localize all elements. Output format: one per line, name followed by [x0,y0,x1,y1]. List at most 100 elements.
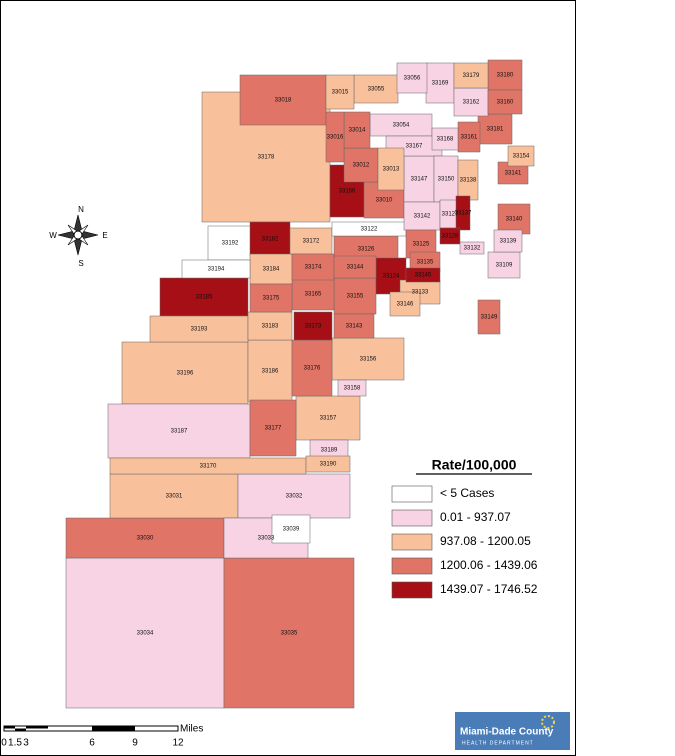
zip-label: 33031 [166,494,183,500]
legend-label: 0.01 - 937.07 [440,510,511,524]
zip-area [325,111,345,163]
zip-area [405,267,441,283]
zip-label: 33142 [414,214,431,220]
legend: Rate/100,000 < 5 Cases 0.01 - 937.07 937.0… [391,457,538,599]
compass: N S E W [49,205,107,268]
zip-label: 33167 [406,144,423,150]
zip-label: 33109 [496,263,513,269]
zip-area [459,241,485,255]
scale-tick-label: 9 [132,738,138,749]
zip-label: 33138 [460,178,477,184]
zip-area [343,147,379,183]
logo-sun [541,715,555,729]
zip-label: 33039 [283,527,300,533]
zip-area [247,339,293,403]
zip-label: 33187 [171,429,188,435]
legend-label: 937.08 - 1200.05 [440,534,531,548]
zip-area [149,315,249,343]
zip-label: 33182 [262,237,279,243]
logo-box [455,712,570,750]
zip-label: 33135 [417,260,434,266]
zip-area [249,283,293,313]
zip-area [477,113,513,145]
zip-label: 33156 [360,357,377,363]
zip-label: 33127 [442,212,459,218]
zip-area [249,221,291,257]
zip-area [325,74,355,110]
zip-area [247,311,293,341]
zip-label: 33196 [177,371,194,377]
compass-n: N [78,205,84,214]
zip-label: 33137 [455,211,472,217]
compass-center [73,230,83,240]
zip-label: 33180 [497,73,514,79]
zip-label: 33179 [463,73,480,79]
zip-area [291,277,335,311]
zip-label: 33122 [361,227,378,233]
zip-area [289,227,333,255]
logo-department: HEALTH DEPARTMENT [462,740,534,746]
zip-area [507,145,535,167]
zip-area [487,251,521,279]
scale-bar: Miles 0 1.5 3 6 9 12 [1,724,203,749]
legend-swatch [391,509,433,527]
zip-label: 33172 [303,239,320,245]
zip-area [453,62,489,89]
zip-label: 33054 [393,123,410,129]
zip-label: 33033 [258,536,275,542]
zip-label: 33147 [411,177,428,183]
zip-area [305,455,351,473]
zip-label: 33185 [196,295,213,301]
zip-label: 33170 [200,464,217,470]
zip-label: 33126 [358,247,375,253]
zip-label: 33166 [339,189,356,195]
compass-s: S [78,259,83,268]
zip-area [239,74,327,126]
scale-ticks: 0 1.5 3 6 9 12 [1,738,184,749]
zip-area [403,201,441,231]
zip-label: 33154 [513,154,530,160]
zip-label: 33174 [305,265,322,271]
zip-area [396,62,428,94]
zip-area [389,291,421,317]
scale-tick-label: 12 [172,738,184,749]
zip-area [377,147,405,191]
zip-area [487,89,523,115]
zip-label: 33143 [346,324,363,330]
zip-area [121,341,249,405]
zip-area [333,313,375,339]
zip-label: 33160 [497,100,514,106]
zip-label: 33175 [263,296,280,302]
zip-area [207,225,253,261]
zip-label: 33133 [412,290,429,296]
zip-label: 33010 [376,198,393,204]
zip-label: 33178 [258,155,275,161]
zip-label: 33013 [383,167,400,173]
zip-area [223,557,355,709]
zip-label: 33193 [191,327,208,333]
zip-label: 33015 [332,90,349,96]
scale-tick-label: 6 [89,738,95,749]
zip-label: 33145 [415,273,432,279]
compass-w: W [49,231,57,240]
zip-area [497,203,531,235]
zip-label: 33183 [262,324,279,330]
legend-label: 1439.07 - 1746.52 [440,582,538,596]
zip-label: 33190 [320,462,337,468]
zip-label: 33181 [487,127,504,133]
zip-area [249,399,297,457]
zip-label: 33124 [383,274,400,280]
scale-seg [92,726,135,731]
zip-area [333,255,377,279]
zip-area [291,253,335,281]
zip-label: 33169 [432,81,449,87]
legend-swatch [391,533,433,551]
logo-name: Miami-Dade County [460,727,554,738]
zip-label: 33035 [281,631,298,637]
zip-label: 33030 [137,536,154,542]
zip-label: 33125 [413,242,430,248]
scale-seg [4,726,15,729]
zip-label: 33140 [506,217,523,223]
